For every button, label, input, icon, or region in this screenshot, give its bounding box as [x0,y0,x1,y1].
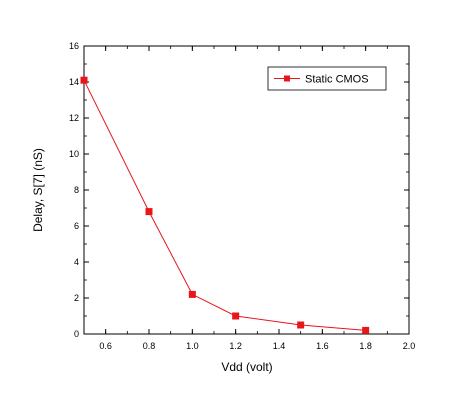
x-tick-label: 1.4 [273,341,286,351]
x-tick-label: 0.6 [99,341,112,351]
legend-box [267,66,387,91]
data-point [145,208,153,216]
x-tick-label: 2.0 [403,341,416,351]
x-tick-label: 1.2 [229,341,242,351]
y-tick-label: 0 [74,329,79,339]
y-tick-label: 2 [74,293,79,303]
y-axis-ticks: 0 2 4 6 8 10 12 14 16 [69,41,409,339]
y-tick-label: 6 [74,221,79,231]
x-axis-ticks: 0.6 0.8 1.0 1.2 1.4 1.6 1.8 2.0 [83,46,416,351]
series-line [83,79,366,331]
y-tick-label: 10 [69,149,79,159]
y-tick-label: 14 [69,77,79,87]
legend: Static CMOS [267,66,387,91]
series-layer [80,76,370,334]
y-tick-label: 4 [74,257,79,267]
data-point [80,76,88,84]
data-point [297,321,305,329]
y-axis-title: Delay, S[7] (nS) [31,148,45,232]
x-tick-label: 1.6 [316,341,329,351]
x-tick-label: 1.8 [359,341,372,351]
x-tick-label: 0.8 [143,341,156,351]
legend-marker [284,75,290,82]
x-axis-title: Vdd (volt) [221,360,272,374]
y-tick-label: 16 [69,41,79,51]
x-tick-label: 1.0 [186,341,199,351]
data-point [362,326,370,334]
y-tick-label: 12 [69,113,79,123]
data-point [232,312,240,320]
data-point [188,290,196,298]
legend-label: Static CMOS [305,74,369,86]
y-tick-label: 8 [74,185,79,195]
